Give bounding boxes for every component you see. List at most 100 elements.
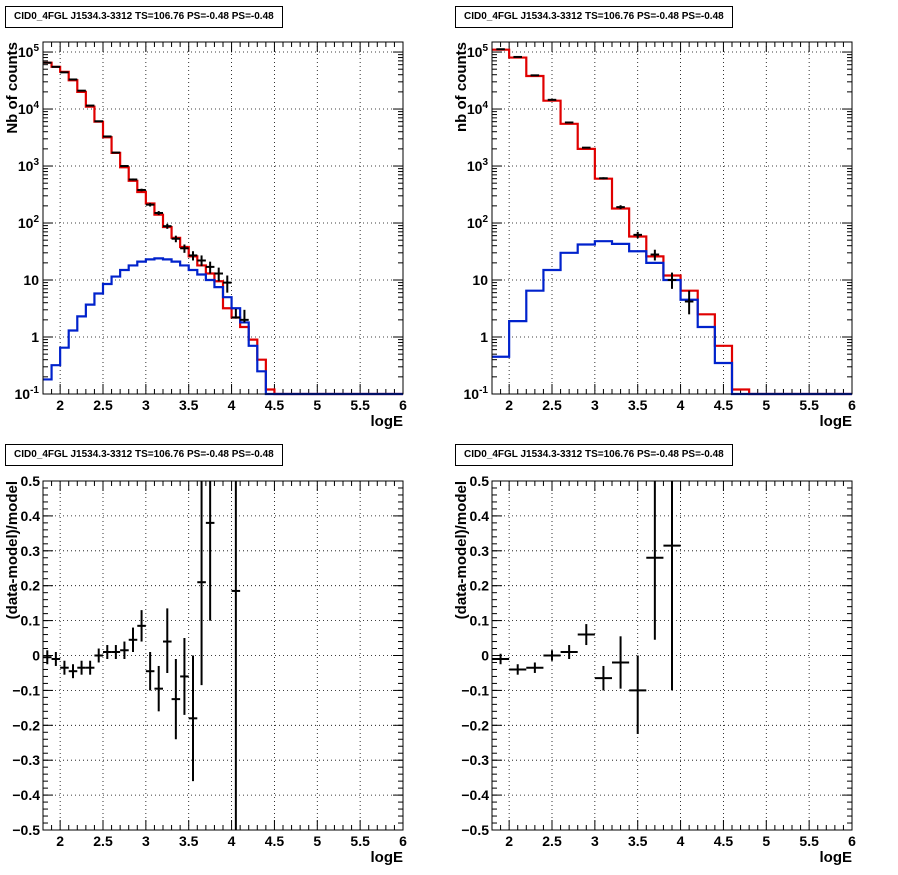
data-point bbox=[94, 648, 103, 663]
panel-3-title: CID0_4FGL J1534.3-3312 TS=106.76 PS=-0.4… bbox=[5, 444, 283, 466]
data-point bbox=[223, 275, 232, 293]
data-point bbox=[137, 610, 146, 642]
source-model-histogram bbox=[43, 257, 403, 396]
y-tick-label: 102 bbox=[18, 214, 40, 231]
data-point bbox=[560, 645, 578, 659]
data-point bbox=[137, 188, 146, 192]
data-point bbox=[594, 665, 612, 691]
data-point bbox=[43, 61, 52, 64]
data-point bbox=[564, 121, 574, 124]
data-point bbox=[663, 481, 681, 691]
x-tick-label: 3 bbox=[591, 397, 599, 413]
y-tick-label: −0.3 bbox=[461, 752, 489, 768]
y-tick-label: −0.3 bbox=[12, 752, 40, 768]
y-tick-label: 10-1 bbox=[464, 385, 489, 402]
x-tick-label: 4.5 bbox=[714, 833, 734, 849]
x-tick-label: 6 bbox=[399, 833, 407, 849]
x-tick-label: 2 bbox=[505, 833, 513, 849]
y-tick-label: 1 bbox=[480, 329, 488, 345]
y-tick-label: 104 bbox=[467, 100, 489, 117]
x-axis-title: logE bbox=[820, 849, 853, 866]
y-tick-label: −0.2 bbox=[461, 717, 489, 733]
data-point bbox=[77, 660, 86, 675]
data-point bbox=[154, 211, 163, 216]
data-point bbox=[616, 205, 625, 210]
data-point bbox=[197, 255, 206, 267]
data-point bbox=[103, 645, 112, 659]
x-tick-label: 6 bbox=[848, 397, 856, 413]
data-point bbox=[526, 662, 544, 673]
x-axis-title: logE bbox=[371, 849, 404, 866]
x-tick-label: 4 bbox=[228, 833, 236, 849]
y-tick-label: 102 bbox=[467, 214, 489, 231]
y-tick-label: −0.1 bbox=[461, 682, 489, 698]
x-tick-label: 6 bbox=[399, 397, 407, 413]
data-point bbox=[646, 481, 664, 640]
chart-panel-1: 2 2.5 3 3.5 4 4.5 5 5.5 6 10-1 1 10 102 103 104 105 logE… bbox=[4, 41, 407, 430]
data-point bbox=[94, 120, 103, 123]
data-point bbox=[188, 655, 198, 782]
data-point bbox=[205, 261, 215, 274]
data-point bbox=[171, 235, 181, 243]
data-point bbox=[667, 272, 677, 289]
data-point bbox=[582, 146, 591, 149]
data-point bbox=[154, 665, 163, 712]
y-tick-label: 10 bbox=[23, 272, 39, 288]
y-tick-label: −0.4 bbox=[461, 787, 489, 803]
y-axis-title: Nb of counts bbox=[4, 42, 21, 134]
x-tick-label: 3.5 bbox=[628, 397, 648, 413]
data-point bbox=[543, 650, 561, 661]
chart-panel-4: 2 2.5 3 3.5 4 4.5 5 5.5 6 −0.5 −0.4 −0.3 −0.2 −0.1 0 0.… bbox=[453, 473, 856, 866]
y-tick-label: 0.3 bbox=[470, 543, 490, 559]
x-tick-label: 4 bbox=[677, 833, 685, 849]
x-tick-label: 4.5 bbox=[265, 833, 285, 849]
source-model-histogram bbox=[492, 240, 852, 396]
y-tick-label: −0.5 bbox=[461, 822, 489, 838]
y-tick-label: 0.4 bbox=[470, 508, 490, 524]
x-tick-label: 2 bbox=[505, 397, 513, 413]
data-point bbox=[120, 165, 129, 168]
x-tick-label: 5.5 bbox=[350, 397, 370, 413]
x-tick-label: 2.5 bbox=[542, 397, 562, 413]
data-point bbox=[60, 660, 69, 675]
chart-panel-3: 2 2.5 3 3.5 4 4.5 5 5.5 6 −0.5 −0.4 −0.3 −0.2 −0.1 0 0.… bbox=[4, 473, 407, 866]
x-tick-label: 3 bbox=[142, 397, 150, 413]
chart-panel-2: 2 2.5 3 3.5 4 4.5 5 5.5 6 10-1 1 10 102 103 104 105 logE… bbox=[453, 41, 856, 430]
data-point bbox=[214, 267, 223, 282]
y-tick-label: 0 bbox=[32, 648, 40, 664]
x-tick-label: 4.5 bbox=[265, 397, 285, 413]
total-model-histogram bbox=[43, 61, 403, 396]
data-point bbox=[509, 664, 527, 675]
data-point bbox=[51, 65, 61, 68]
y-tick-label: 0.5 bbox=[470, 473, 490, 489]
data-point bbox=[492, 653, 510, 665]
panel-2-title: CID0_4FGL J1534.3-3312 TS=106.76 PS=-0.4… bbox=[455, 6, 733, 28]
y-tick-label: 0.1 bbox=[470, 613, 490, 629]
data-point bbox=[145, 202, 155, 207]
data-point bbox=[171, 658, 181, 740]
y-tick-label: −0.2 bbox=[12, 717, 40, 733]
y-tick-label: −0.4 bbox=[12, 787, 40, 803]
y-axis-title: nb of counts bbox=[453, 42, 470, 132]
data-point bbox=[188, 251, 198, 261]
data-point bbox=[111, 645, 121, 659]
data-point bbox=[120, 641, 129, 659]
x-tick-label: 6 bbox=[848, 833, 856, 849]
x-tick-label: 4 bbox=[677, 397, 685, 413]
y-tick-label: 0.1 bbox=[21, 613, 41, 629]
plot-frame bbox=[491, 41, 853, 395]
total-model-histogram bbox=[492, 48, 852, 396]
data-point bbox=[145, 652, 155, 691]
data-point bbox=[612, 636, 630, 689]
data-point bbox=[163, 608, 172, 673]
data-point bbox=[684, 290, 694, 315]
x-axis-title: logE bbox=[820, 413, 853, 430]
plot-frame bbox=[42, 41, 404, 395]
data-point bbox=[180, 244, 189, 253]
y-tick-label: 105 bbox=[467, 43, 489, 60]
x-tick-label: 2.5 bbox=[93, 397, 113, 413]
data-point bbox=[650, 249, 660, 261]
data-point bbox=[51, 652, 61, 666]
panel-4-title: CID0_4FGL J1534.3-3312 TS=106.76 PS=-0.4… bbox=[455, 444, 733, 466]
